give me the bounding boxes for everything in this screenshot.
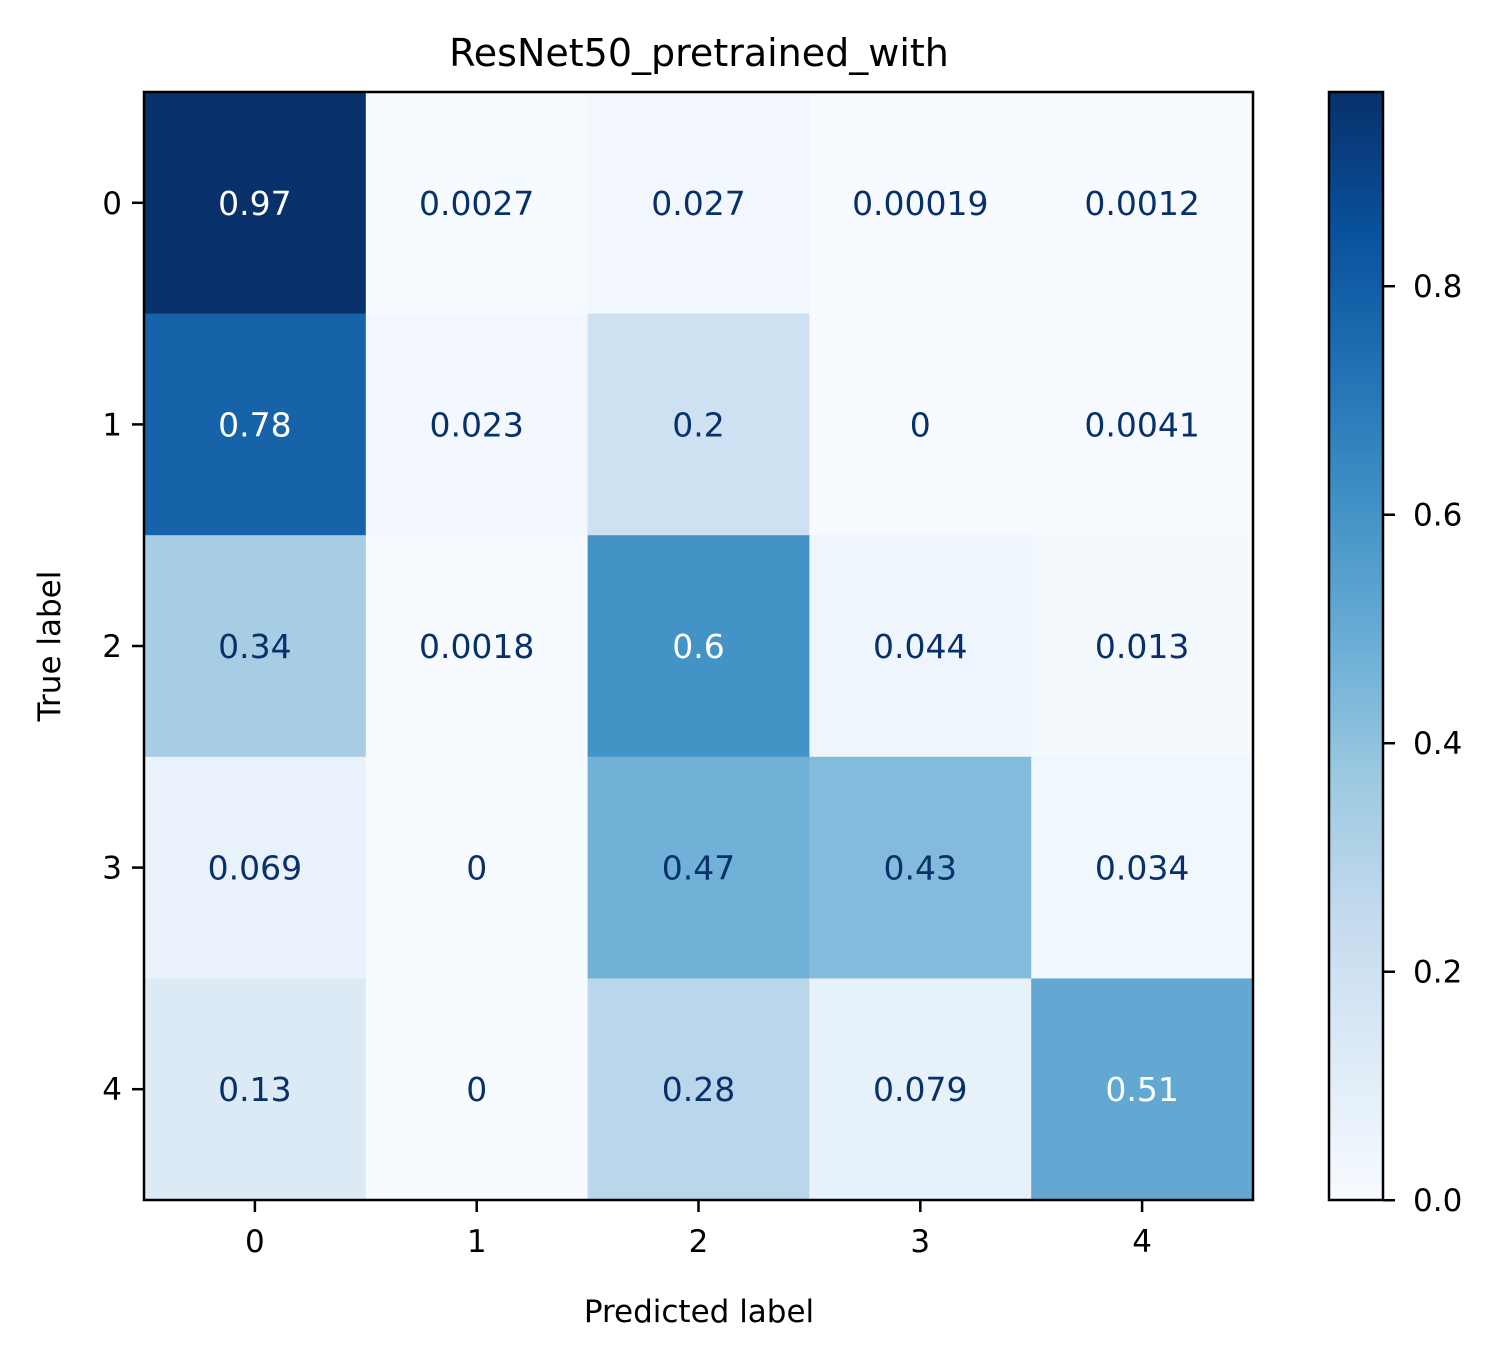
x-tick-label: 0	[245, 1224, 265, 1260]
heatmap-cell	[809, 313, 1032, 536]
heatmap-cell	[587, 92, 810, 315]
cell-value-label: 0.0041	[1084, 405, 1199, 444]
heatmap-cell	[1031, 535, 1254, 758]
cell-value-label: 0.97	[218, 184, 291, 223]
y-tick-label: 2	[102, 629, 122, 665]
cell-value-label: 0.00019	[852, 184, 988, 223]
heatmap-cell	[365, 535, 589, 758]
heatmap-cell	[365, 92, 589, 315]
cell-value-label: 0	[466, 1070, 487, 1109]
cell-value-label: 0.34	[218, 627, 291, 666]
cell-value-label: 0.78	[218, 405, 291, 444]
heatmap-cell	[587, 756, 810, 979]
heatmap-cell	[587, 535, 810, 758]
cell-value-label: 0.2	[672, 405, 724, 444]
heatmap-cell-labels: 0.97 0.0027 0.027 0.00019 0.0012 0.78 0.023 0.2…	[208, 184, 1200, 1109]
heatmap-cell	[365, 978, 589, 1201]
colorbar	[1327, 90, 1385, 1202]
cell-value-label: 0.034	[1095, 849, 1189, 888]
y-tick-label: 4	[102, 1072, 122, 1108]
colorbar-tick-label: 0.6	[1413, 498, 1462, 534]
colorbar-tick-label: 0.8	[1413, 269, 1462, 305]
x-tick-label: 1	[467, 1224, 487, 1260]
y-tick-label: 3	[102, 851, 122, 887]
y-axis-ticks: 0 1 2 3 4	[102, 186, 144, 1108]
cell-value-label: 0.28	[662, 1070, 735, 1109]
heatmap-cell	[144, 535, 367, 758]
heatmap-cell	[365, 313, 589, 536]
cell-value-label: 0.6	[672, 627, 724, 666]
heatmap-cell	[144, 756, 367, 979]
cell-value-label: 0	[910, 405, 931, 444]
heatmap-cell	[587, 978, 810, 1201]
heatmap-cell	[809, 535, 1032, 758]
cell-value-label: 0.069	[208, 849, 302, 888]
x-tick-label: 3	[910, 1224, 930, 1260]
cell-value-label: 0.0027	[419, 184, 534, 223]
cell-value-label: 0.0018	[419, 627, 534, 666]
heatmap-cell	[144, 92, 367, 315]
cell-value-label: 0.0012	[1084, 184, 1199, 223]
cell-value-label: 0.43	[884, 849, 957, 888]
heatmap-cell	[1031, 313, 1254, 536]
heatmap-cell	[144, 978, 367, 1201]
cell-value-label: 0.079	[873, 1070, 967, 1109]
heatmap-cell	[1031, 92, 1254, 315]
heatmap-cell	[809, 92, 1032, 315]
y-tick-label: 1	[102, 407, 122, 443]
y-tick-label: 0	[102, 186, 122, 222]
cell-value-label: 0	[466, 849, 487, 888]
heatmap-cell	[144, 313, 367, 536]
colorbar-tick-label: 0.2	[1413, 955, 1462, 991]
chart-title: ResNet50_pretrained_with	[449, 31, 949, 75]
cell-value-label: 0.51	[1105, 1070, 1178, 1109]
x-tick-label: 2	[689, 1224, 709, 1260]
heatmap-cell	[1031, 756, 1254, 979]
heatmap-cell	[809, 978, 1032, 1201]
cell-value-label: 0.027	[651, 184, 745, 223]
heatmap-cell	[809, 756, 1032, 979]
cell-value-label: 0.013	[1095, 627, 1189, 666]
colorbar-tick-label: 0.4	[1413, 726, 1462, 762]
colorbar-tick-label: 0.0	[1413, 1183, 1462, 1219]
x-axis-ticks: 0 1 2 3 4	[245, 1200, 1152, 1260]
heatmap-cell	[587, 313, 810, 536]
x-tick-label: 4	[1132, 1224, 1152, 1260]
heatmap-cells	[144, 92, 1254, 1201]
heatmap-cell	[365, 756, 589, 979]
cell-value-label: 0.13	[218, 1070, 291, 1109]
heatmap-cell	[1031, 978, 1254, 1201]
colorbar-ticks: 0.0 0.2 0.4 0.6 0.8	[1383, 269, 1462, 1219]
y-axis-label: True label	[32, 571, 68, 723]
cell-value-label: 0.47	[662, 849, 735, 888]
cell-value-label: 0.023	[429, 405, 523, 444]
cell-value-label: 0.044	[873, 627, 967, 666]
x-axis-label: Predicted label	[584, 1294, 814, 1330]
